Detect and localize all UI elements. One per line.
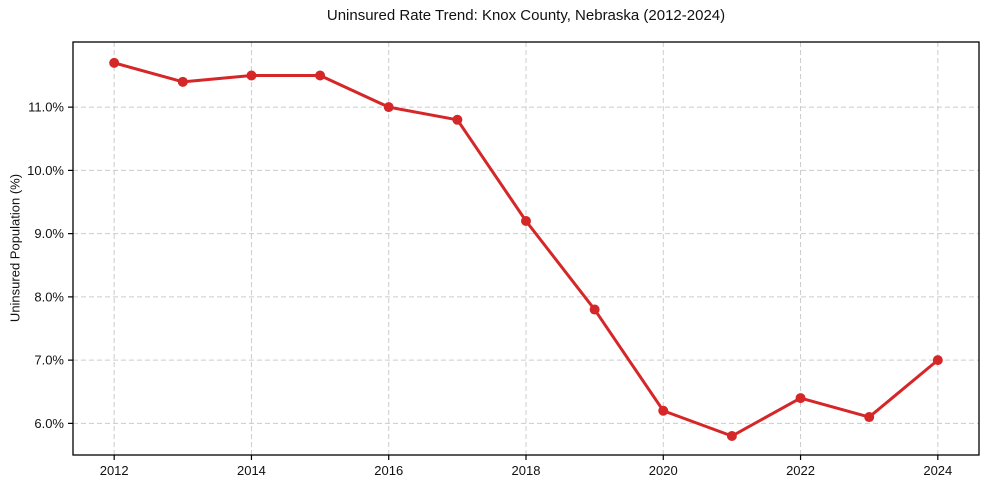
x-tick-label: 2024 <box>923 463 952 478</box>
x-tick-label: 2012 <box>100 463 129 478</box>
y-tick-label: 11.0% <box>28 100 64 115</box>
data-point-marker <box>932 355 943 366</box>
data-point-marker <box>658 405 669 416</box>
data-point-marker <box>452 114 463 125</box>
data-point-marker <box>109 57 120 68</box>
data-point-marker <box>521 215 531 226</box>
data-point-marker <box>726 431 737 442</box>
x-tick-label: 2014 <box>237 463 266 478</box>
data-point-marker <box>177 76 188 87</box>
chart-title: Uninsured Rate Trend: Knox County, Nebra… <box>326 7 726 24</box>
data-point-marker <box>246 70 257 81</box>
x-tick-label: 2022 <box>786 463 815 478</box>
data-point-marker <box>795 393 806 404</box>
x-tick-label: 2018 <box>512 463 541 478</box>
y-axis-label: Uninsured Population (%) <box>7 173 23 323</box>
y-tick-label: 9.0% <box>34 226 64 241</box>
x-tick-label: 2020 <box>649 463 678 478</box>
data-point-marker <box>864 412 875 423</box>
x-tick-label: 2016 <box>374 463 403 478</box>
y-tick-label: 8.0% <box>34 289 64 304</box>
data-point-marker <box>383 102 394 113</box>
data-point-marker <box>589 304 600 315</box>
y-tick-label: 10.0% <box>27 163 64 178</box>
axes-spines <box>72 41 980 456</box>
y-tick-label: 7.0% <box>34 353 64 368</box>
y-tick-label: 6.0% <box>34 416 64 431</box>
data-point-marker <box>315 70 326 81</box>
